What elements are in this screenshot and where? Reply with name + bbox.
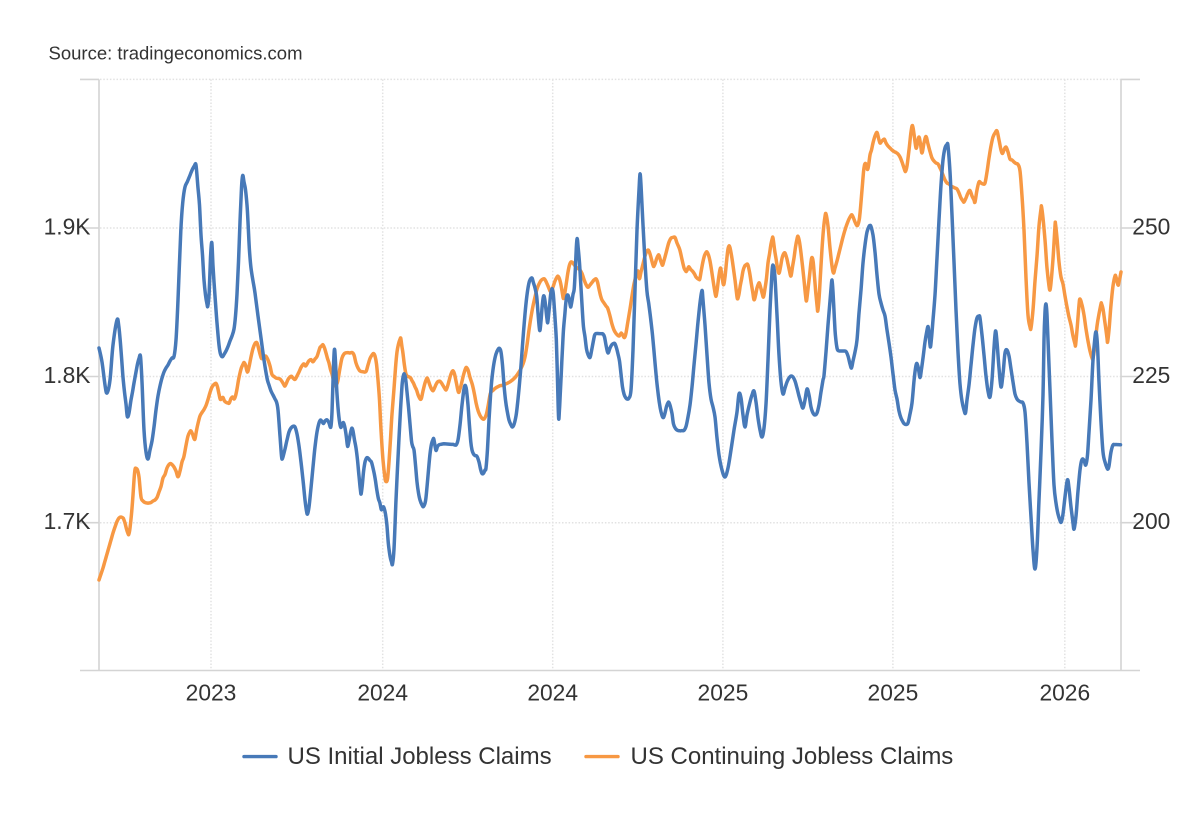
- svg-text:US Continuing Jobless Claims: US Continuing Jobless Claims: [631, 743, 954, 770]
- svg-text:2024: 2024: [357, 679, 408, 705]
- svg-text:Source: tradingeconomics.com: Source: tradingeconomics.com: [49, 42, 303, 63]
- svg-text:2024: 2024: [527, 679, 578, 705]
- svg-text:1.8K: 1.8K: [44, 362, 91, 388]
- svg-text:225: 225: [1132, 362, 1170, 388]
- svg-text:2025: 2025: [868, 679, 919, 705]
- svg-text:1.9K: 1.9K: [44, 214, 91, 240]
- svg-text:200: 200: [1132, 508, 1170, 534]
- svg-text:US Initial Jobless Claims: US Initial Jobless Claims: [288, 743, 552, 770]
- svg-text:1.7K: 1.7K: [44, 508, 91, 534]
- svg-text:2025: 2025: [698, 679, 749, 705]
- svg-text:250: 250: [1132, 214, 1170, 240]
- svg-text:2026: 2026: [1039, 679, 1090, 705]
- svg-text:2023: 2023: [186, 679, 237, 705]
